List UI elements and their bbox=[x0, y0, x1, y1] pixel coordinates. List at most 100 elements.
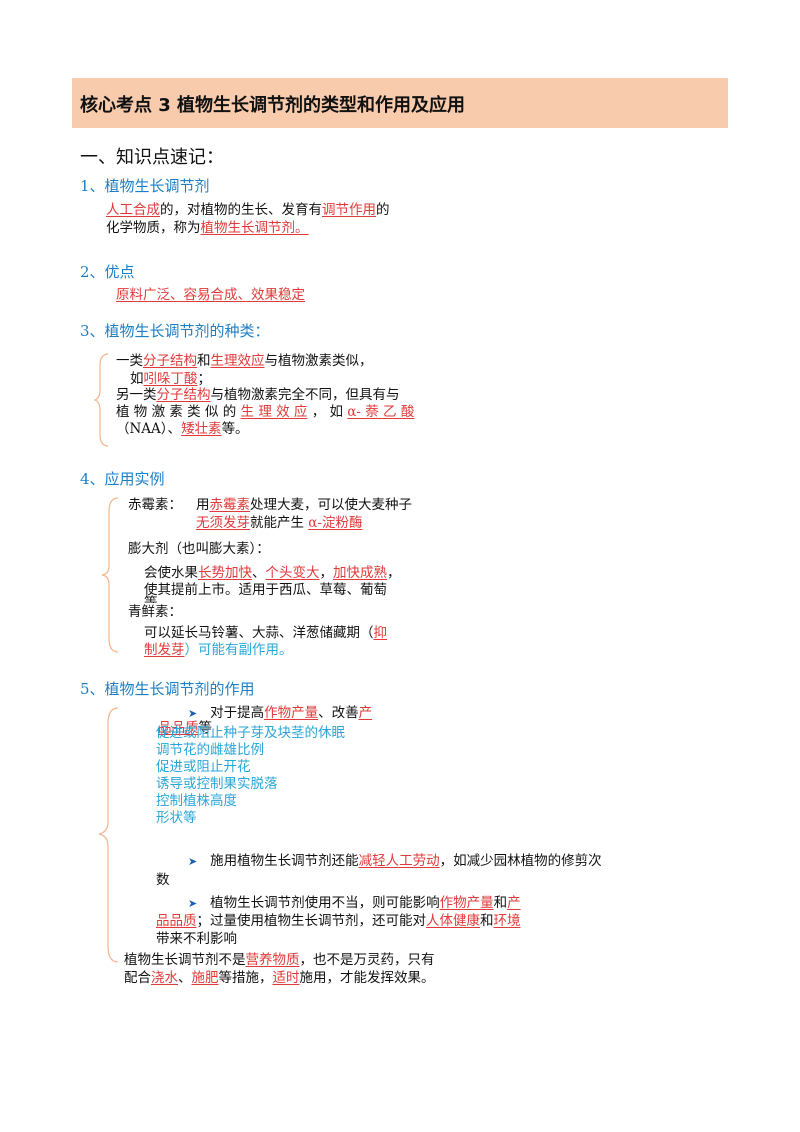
s4-text: 可以延长马铃薯、大蒜、洋葱储藏期（ bbox=[144, 625, 374, 641]
arrow-bullet-icon: ➤ bbox=[188, 855, 198, 868]
s4-term: 长势加快 bbox=[198, 565, 252, 581]
cyan-item: 调节花的雌雄比例 bbox=[156, 742, 264, 758]
s5-text: 对于提高 bbox=[210, 705, 265, 721]
s1-text: 化学物质，称为 bbox=[106, 220, 201, 236]
s5-term: 人体健康 bbox=[426, 913, 480, 929]
s1-term-regulator: 植物生长调节剂。 bbox=[200, 220, 309, 236]
s3-text: 一类 bbox=[116, 353, 143, 369]
swell-line1: 会使水果长势加快、个头变大，加快成熟， bbox=[144, 564, 401, 582]
s5-p5: 配合浇水、施肥等措施，适时施用，才能发挥效果。 bbox=[124, 969, 435, 987]
cyan-item: 形状等 bbox=[156, 810, 197, 826]
s5-text: 和 bbox=[493, 895, 508, 911]
s5-term: 作物产量 bbox=[264, 705, 319, 721]
s5-p1b: 品品质等 bbox=[158, 719, 212, 737]
s5-term: 品品质 bbox=[158, 720, 199, 736]
s5-term: 产 bbox=[507, 895, 521, 911]
s5-p4: 植物生长调节剂不是营养物质，也不是万灵药，只有 bbox=[124, 951, 435, 969]
s5-term: 环境 bbox=[493, 913, 521, 929]
s4-term: 赤霉素 bbox=[209, 497, 251, 513]
s5-text: 、改善 bbox=[318, 705, 359, 721]
s2-advantages: 原料广泛、容易合成、效果稳定 bbox=[116, 287, 305, 303]
s4-term: 制发芽 bbox=[144, 642, 185, 658]
gib-label: 赤霉素： bbox=[128, 497, 182, 513]
s5-title: 5、植物生长调节剂的作用 bbox=[80, 680, 255, 698]
header-bar: 核心考点 3 植物生长调节剂的类型和作用及应用 bbox=[72, 78, 728, 128]
swell-line2: 使其提前上市。适用于西瓜、草莓、葡萄 bbox=[144, 582, 387, 598]
s5-term: 减轻人工劳动 bbox=[358, 853, 440, 869]
s4-term: 个头变大 bbox=[265, 565, 320, 581]
s5-text: 等 bbox=[198, 720, 213, 736]
s5-term: 浇水 bbox=[151, 970, 178, 986]
s4-text: 处理大麦，可以使大麦种子 bbox=[250, 497, 412, 513]
s5-brace bbox=[98, 707, 119, 963]
s1-text: 的，对植物的生长、发育有 bbox=[160, 202, 322, 218]
s5-p3c: 带来不利影响 bbox=[156, 931, 237, 947]
s5-term: 施肥 bbox=[191, 970, 219, 986]
s1-title: 1、植物生长调节剂 bbox=[80, 177, 210, 195]
s5-cyan-list: 促进或阻止种子芽及块茎的休眠 调节花的雌雄比例 促进或阻止开花 诱导或控制果实脱… bbox=[156, 725, 345, 827]
s3-text: 等。 bbox=[221, 421, 249, 437]
s4-title: 4、应用实例 bbox=[80, 470, 165, 488]
s3-brace bbox=[94, 353, 109, 447]
s1-line1: 人工合成的，对植物的生长、发育有调节作用的 bbox=[106, 201, 390, 219]
swell-label: 膨大剂（也叫膨大素）： bbox=[128, 541, 270, 557]
s3-text: 和 bbox=[197, 353, 211, 369]
s5-text: ，也不是万灵药，只有 bbox=[299, 952, 435, 968]
s1-term-synthetic: 人工合成 bbox=[106, 202, 160, 218]
arrow-bullet-icon: ➤ bbox=[188, 707, 198, 720]
gib-line2: 无须发芽就能产生 α-淀粉酶 bbox=[196, 514, 362, 532]
s3-term: 吲哚丁酸 bbox=[143, 371, 198, 387]
s3-line1: 一类分子结构和生理效应与植物激素类似， bbox=[116, 352, 373, 370]
s5-term: 品品质 bbox=[156, 913, 197, 929]
s1-text: 的 bbox=[376, 202, 390, 218]
cyan-item: 促进或阻止开花 bbox=[156, 759, 251, 775]
s5-text: ，如减少园林植物的修剪次 bbox=[439, 853, 602, 869]
s4-note: ）可能有副作用。 bbox=[184, 642, 293, 658]
cyan-item: 促进或阻止种子芽及块茎的休眠 bbox=[156, 725, 345, 741]
s3-text: ； bbox=[197, 371, 212, 387]
s5-p3b: 品品质；过量使用植物生长调节剂，还可能对人体健康和环境 bbox=[156, 912, 521, 930]
cyan-item: 控制植株高度 bbox=[156, 793, 237, 809]
gib-line1: 用赤霉素处理大麦，可以使大麦种子 bbox=[196, 496, 412, 514]
s4-text: 用 bbox=[196, 497, 210, 513]
s4-term: 无须发芽 bbox=[196, 515, 250, 531]
s2-text: 原料广泛、容易合成、效果稳定 bbox=[116, 286, 305, 304]
s5-text: ；过量使用植物生长调节剂，还可能对 bbox=[196, 913, 427, 929]
s3-line2: 如吲哚丁酸； bbox=[130, 370, 211, 388]
s3-term: α- 萘 乙 酸 bbox=[347, 404, 415, 420]
s5-p2: ➤ 施用植物生长调节剂还能减轻人工劳动，如减少园林植物的修剪次 bbox=[188, 852, 602, 871]
s5-p3: ➤ 植物生长调节剂使用不当，则可能影响作物产量和产 bbox=[188, 894, 521, 913]
s5-text: 和 bbox=[480, 913, 494, 929]
arrow-bullet-icon: ➤ bbox=[188, 897, 198, 910]
s5-text: 配合 bbox=[124, 970, 151, 986]
s4-brace bbox=[101, 497, 119, 653]
s4-term: 抑 bbox=[373, 625, 388, 641]
s3-text: 与植物激素完全不同，但具有与 bbox=[210, 387, 400, 403]
s3-term: 生 理 效 应 bbox=[240, 404, 308, 420]
s2-title: 2、优点 bbox=[80, 263, 135, 281]
s5-text: 、 bbox=[178, 970, 192, 986]
s5-text: 等措施， bbox=[218, 970, 273, 986]
s3-term: 矮壮素 bbox=[181, 421, 222, 437]
s3-line5: （NAA）、矮壮素等。 bbox=[116, 420, 249, 438]
s3-text: ， 如 bbox=[307, 404, 348, 420]
s5-term: 营养物质 bbox=[245, 952, 300, 968]
s3-line4: 植 物 激 素 类 似 的 生 理 效 应 ， 如 α- 萘 乙 酸 bbox=[116, 403, 414, 421]
cyan-item: 诱导或控制果实脱落 bbox=[156, 776, 278, 792]
s5-p1: ➤ 对于提高作物产量、改善产 bbox=[188, 704, 372, 723]
s5-term: 产 bbox=[358, 705, 373, 721]
s3-text: （NAA）、 bbox=[116, 421, 182, 437]
s5-term: 作物产量 bbox=[439, 895, 494, 911]
s3-title: 3、植物生长调节剂的种类： bbox=[80, 322, 270, 340]
s5-text: 植物生长调节剂使用不当，则可能影响 bbox=[210, 895, 440, 911]
s4-text: 、 bbox=[252, 565, 266, 581]
fresh-line1: 可以延长马铃薯、大蒜、洋葱储藏期（抑 bbox=[144, 624, 387, 642]
s5-term: 适时 bbox=[272, 970, 300, 986]
s3-term: 分子结构 bbox=[143, 353, 197, 369]
s4-text: 就能产生 bbox=[250, 515, 309, 531]
fresh-label: 青鲜素： bbox=[128, 603, 186, 621]
s4-text: 会使水果 bbox=[144, 565, 198, 581]
s5-text: 施用，才能发挥效果。 bbox=[299, 970, 435, 986]
fresh-line2: 制发芽）可能有副作用。 bbox=[144, 641, 293, 659]
s4-term: α-淀粉酶 bbox=[308, 515, 363, 531]
